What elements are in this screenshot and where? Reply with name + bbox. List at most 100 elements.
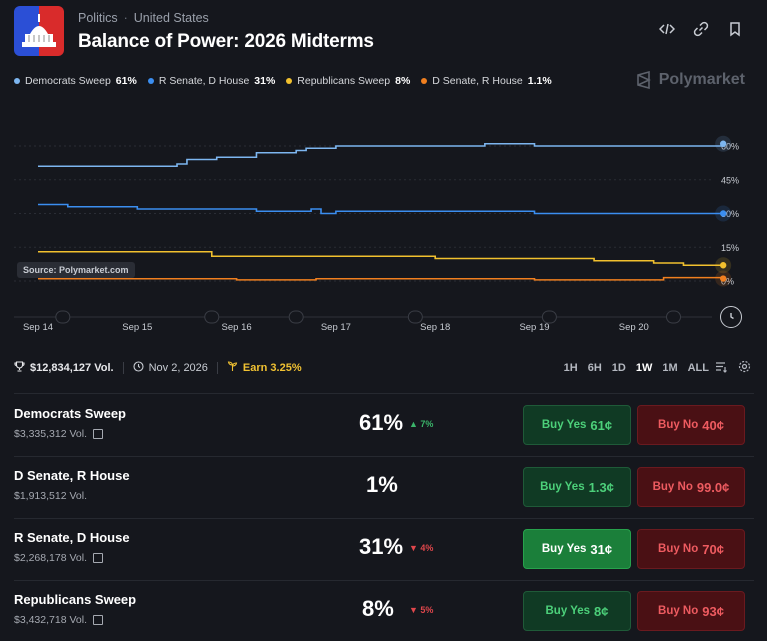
polymarket-logo-icon <box>636 71 651 89</box>
divider <box>14 456 754 457</box>
source-label: Source: Polymarket.com <box>17 262 135 278</box>
market-probability: 61% <box>359 410 404 435</box>
buy-no-button[interactable]: Buy No 40¢ <box>637 405 745 445</box>
market-name: D Senate, R House <box>14 468 130 483</box>
market-row-republicans-sweep[interactable]: Republicans Sweep $3,432,718 Vol. 8% ▼ 5… <box>14 580 754 641</box>
no-price: 70¢ <box>702 541 724 557</box>
buy-yes-button[interactable]: Buy Yes 31¢ <box>523 529 631 569</box>
earn-rate[interactable]: Earn 3.25% <box>242 362 302 374</box>
range-1h[interactable]: 1H <box>563 362 578 374</box>
y-tick-label: 0% <box>721 277 734 287</box>
market-volume-text: $3,335,312 Vol. <box>14 428 87 440</box>
x-tick-label: Sep 19 <box>519 322 549 333</box>
buy-no-button[interactable]: Buy No 70¢ <box>637 529 745 569</box>
gift-icon[interactable] <box>92 553 103 563</box>
buy-no-button[interactable]: Buy No 93¢ <box>637 591 745 631</box>
link-icon[interactable] <box>693 21 709 37</box>
buy-yes-label: Buy Yes <box>541 543 587 555</box>
x-tick-label: Sep 14 <box>23 322 53 333</box>
divider <box>216 362 218 374</box>
y-tick-label: 15% <box>721 243 739 253</box>
gift-icon[interactable] <box>92 615 103 625</box>
header-actions <box>659 21 743 37</box>
range-6h[interactable]: 6H <box>587 362 602 374</box>
market-probability: 31% <box>359 534 404 559</box>
yes-price: 8¢ <box>594 603 609 619</box>
market-row-r-senate-d-house[interactable]: R Senate, D House $2,268,178 Vol. 31% ▼ … <box>14 518 754 580</box>
range-1w[interactable]: 1W <box>635 362 653 374</box>
page-title: Balance of Power: 2026 Midterms <box>78 31 374 52</box>
yes-price: 61¢ <box>590 417 613 433</box>
buy-yes-button[interactable]: Buy Yes 61¢ <box>523 405 631 445</box>
yes-price: 31¢ <box>590 541 613 557</box>
market-volume-text: $3,432,718 Vol. <box>14 614 87 626</box>
range-all[interactable]: ALL <box>687 362 709 374</box>
total-volume: $12,834,127 Vol. <box>30 362 114 374</box>
market-row-d-senate-r-house[interactable]: D Senate, R House $1,913,512 Vol. 1% Buy… <box>14 456 754 518</box>
range-1m[interactable]: 1M <box>662 362 678 374</box>
legend-label: D Senate, R House <box>432 75 523 87</box>
earn-icon <box>227 361 238 375</box>
buy-no-label: Buy No <box>658 419 699 431</box>
legend-value: 1.1% <box>527 75 552 87</box>
x-tick-label: Sep 15 <box>122 322 152 333</box>
clock-icon[interactable] <box>720 306 742 328</box>
buy-yes-label: Buy Yes <box>545 605 591 617</box>
buy-yes-button[interactable]: Buy Yes 1.3¢ <box>523 467 631 507</box>
timeline-marker <box>407 310 423 324</box>
market-volume: $3,335,312 Vol. <box>14 428 103 440</box>
probability-change: ▲ 7% <box>409 419 434 429</box>
legend-label: R Senate, D House <box>158 75 250 87</box>
legend-swatch <box>286 78 293 84</box>
time-range-selector: 1H 6H 1D 1W 1M ALL <box>564 362 709 374</box>
market-volume: $3,432,718 Vol. <box>14 614 103 626</box>
timeline-marker <box>288 310 304 324</box>
trophy-icon <box>14 361 25 375</box>
probability-change: ▼ 4% <box>409 543 434 553</box>
divider <box>14 580 754 581</box>
filter-list-icon[interactable] <box>715 360 728 376</box>
code-icon[interactable] <box>659 21 675 37</box>
breadcrumb-politics[interactable]: Politics <box>78 11 118 25</box>
market-row-democrats-sweep[interactable]: Democrats Sweep $3,335,312 Vol. 61% ▲ 7%… <box>14 394 754 456</box>
market-probability: 1% <box>366 472 398 497</box>
divider <box>14 518 754 519</box>
breadcrumb-united-states[interactable]: United States <box>133 11 209 25</box>
breadcrumb: Politics · United States <box>78 11 209 25</box>
capitol-icon <box>22 14 56 47</box>
series-end-point <box>719 275 727 282</box>
timeline-marker <box>541 310 557 324</box>
timeline-marker <box>55 310 71 324</box>
legend-swatch <box>147 78 154 84</box>
yes-price: 1.3¢ <box>588 479 614 495</box>
polymarket-brand: Polymarket <box>635 71 745 89</box>
market-volume-text: $2,268,178 Vol. <box>14 552 87 564</box>
divider <box>14 393 754 394</box>
legend-item-republicans-sweep: Republicans Sweep 8% <box>286 75 410 87</box>
range-1d[interactable]: 1D <box>611 362 626 374</box>
end-date: Nov 2, 2026 <box>148 362 208 374</box>
price-chart: 60% 45% 30% 15% 0% Sep 14 Sep 15 Sep 16 Sep 17 Se… <box>14 135 739 333</box>
x-tick-label: Sep 20 <box>619 322 649 333</box>
market-probability: 8% <box>362 596 394 621</box>
x-tick-label: Sep 16 <box>222 322 252 333</box>
buy-yes-label: Buy Yes <box>540 481 585 493</box>
series-line <box>38 250 724 267</box>
market-name: Republicans Sweep <box>14 592 137 607</box>
buy-no-button[interactable]: Buy No 99.0¢ <box>637 467 745 507</box>
bookmark-icon[interactable] <box>727 21 743 37</box>
market-stats: $12,834,127 Vol. Nov 2, 2026 Earn 3.25% <box>14 361 302 375</box>
change-value: 7% <box>420 419 434 429</box>
x-tick-label: Sep 17 <box>321 322 351 333</box>
buy-no-label: Buy No <box>658 605 699 617</box>
timeline-marker <box>666 310 682 324</box>
brand-name: Polymarket <box>658 71 745 88</box>
series-line <box>38 203 724 215</box>
settings-gear-icon[interactable] <box>738 360 751 376</box>
gift-icon[interactable] <box>92 429 103 439</box>
legend-label: Republicans Sweep <box>297 75 391 87</box>
legend-item-r-senate-d-house: R Senate, D House 31% <box>147 75 275 87</box>
legend-swatch <box>14 78 20 84</box>
no-price: 40¢ <box>702 417 724 433</box>
buy-yes-button[interactable]: Buy Yes 8¢ <box>523 591 631 631</box>
